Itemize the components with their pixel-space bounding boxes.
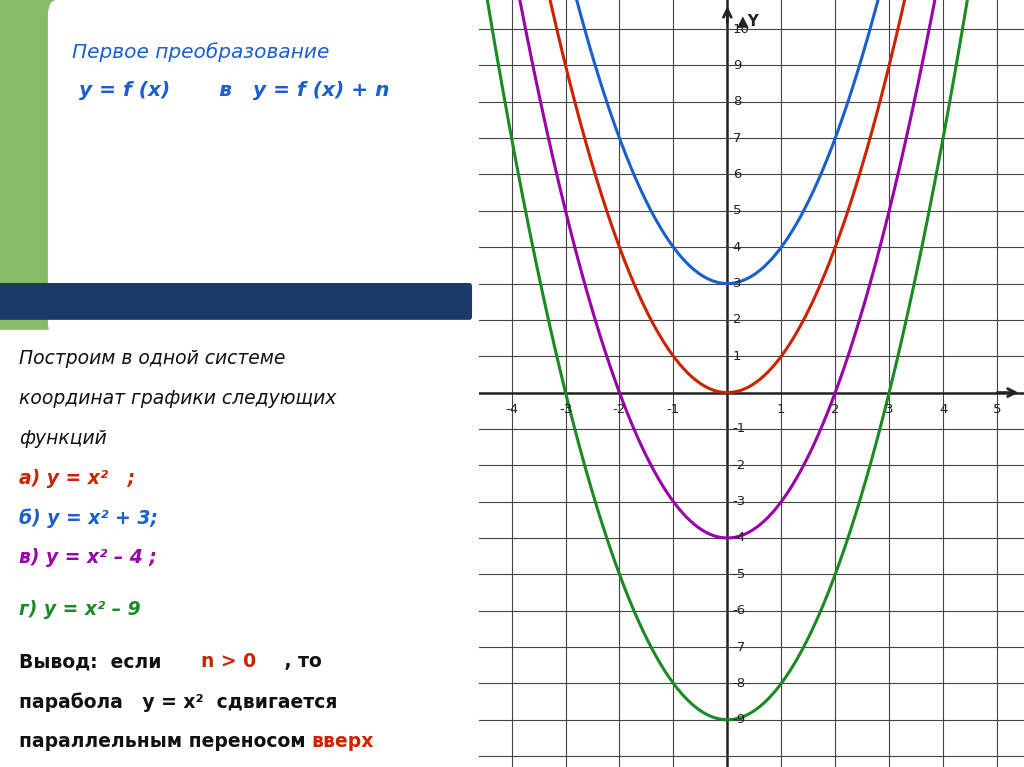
Text: n > 0: n > 0 [202,652,256,671]
Text: 10: 10 [733,22,750,35]
Text: функций: функций [19,429,106,448]
FancyBboxPatch shape [48,0,488,337]
Text: параллельным переносом: параллельным переносом [19,732,312,751]
Text: 4: 4 [939,403,947,416]
Text: -2: -2 [612,403,626,416]
Text: 2: 2 [733,314,741,327]
Text: -8: -8 [733,677,745,690]
Text: 3: 3 [733,277,741,290]
Text: Вывод:  если: Вывод: если [19,652,187,671]
Text: 8: 8 [733,95,741,108]
Text: 1: 1 [777,403,785,416]
Text: ▲Y: ▲Y [737,13,760,28]
Text: вверх: вверх [311,732,374,751]
Text: в) y = x² – 4 ;: в) y = x² – 4 ; [19,548,157,568]
Text: -9: -9 [733,713,745,726]
FancyBboxPatch shape [0,283,472,320]
Text: координат графики следующих: координат графики следующих [19,389,337,408]
Text: -4: -4 [733,532,745,545]
Text: y = f (x)       в   y = f (x) + n: y = f (x) в y = f (x) + n [72,81,389,100]
Text: 5: 5 [993,403,1001,416]
Text: , то: , то [278,652,322,671]
Text: -3: -3 [559,403,572,416]
Text: 5: 5 [733,204,741,217]
Text: а) y = x²   ;: а) y = x² ; [19,469,135,488]
Text: 3: 3 [885,403,893,416]
Text: 1: 1 [733,350,741,363]
Text: -2: -2 [733,459,746,472]
Text: б) y = x² + 3;: б) y = x² + 3; [19,509,158,528]
Text: парабола   y = x²  сдвигается: парабола y = x² сдвигается [19,692,338,712]
Text: -5: -5 [733,568,746,581]
Text: Первое преобразование: Первое преобразование [72,42,330,62]
Text: -4: -4 [505,403,518,416]
Text: 9: 9 [733,59,741,72]
Text: 7: 7 [733,132,741,145]
FancyBboxPatch shape [0,0,216,330]
Text: 4: 4 [733,241,741,254]
Text: г) y = x² – 9: г) y = x² – 9 [19,601,140,619]
Text: 6: 6 [733,168,741,181]
Text: Построим в одной системе: Построим в одной системе [19,349,286,368]
Text: -6: -6 [733,604,745,617]
Text: -1: -1 [667,403,680,416]
Text: -1: -1 [733,423,746,436]
Text: -3: -3 [733,495,746,509]
Text: -7: -7 [733,640,746,653]
Text: 2: 2 [830,403,840,416]
